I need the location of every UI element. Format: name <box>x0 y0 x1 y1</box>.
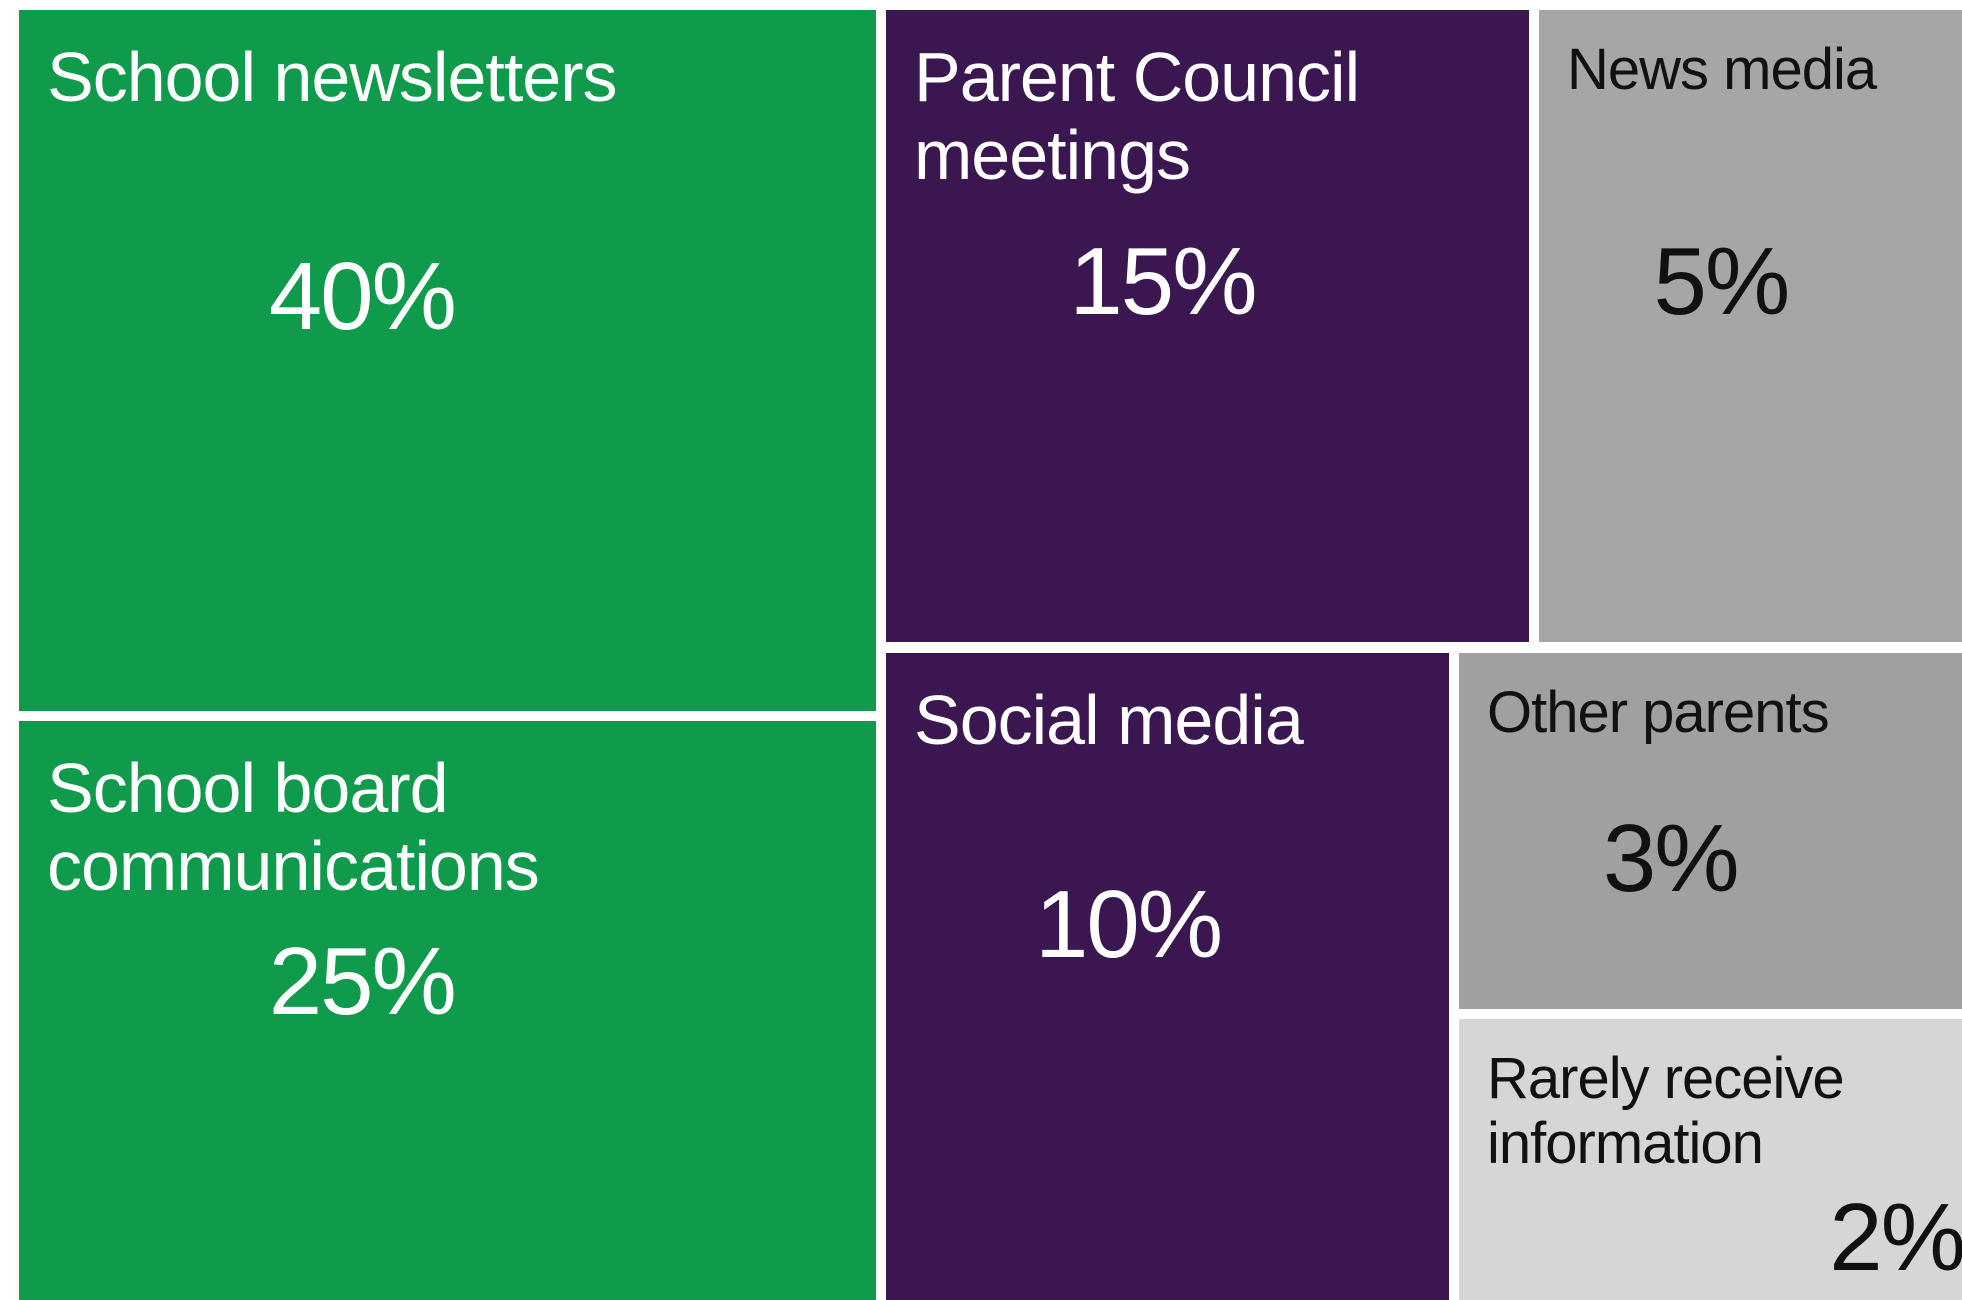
tile-label: News media <box>1567 37 1877 102</box>
value-label: 40% <box>268 243 457 351</box>
value-label: 25% <box>268 927 457 1035</box>
tile: Other parents 3% <box>1459 653 1962 1009</box>
value-label: 10% <box>1035 870 1223 978</box>
tile: News media 5% <box>1539 10 1962 642</box>
tile-label: Rarely receive information <box>1487 1046 1845 1176</box>
tile: School newsletters 40% <box>19 10 876 711</box>
tile: Parent Council meetings 15% <box>886 10 1529 642</box>
tile: School board communications 25% <box>19 721 876 1300</box>
value-label: 15% <box>1069 227 1257 335</box>
tile-label: School board communications <box>47 749 540 906</box>
tile: Social media 10% <box>886 653 1449 1300</box>
value-label: 2% <box>1829 1184 1962 1292</box>
tile-label: School newsletters <box>47 38 618 116</box>
tile-label: Parent Council meetings <box>914 38 1360 195</box>
tile-label: Other parents <box>1487 680 1830 745</box>
value-label: 5% <box>1653 227 1791 335</box>
tile-label: Social media <box>914 681 1304 759</box>
value-label: 3% <box>1602 805 1740 913</box>
tile: Rarely receive information 2% <box>1459 1019 1962 1300</box>
